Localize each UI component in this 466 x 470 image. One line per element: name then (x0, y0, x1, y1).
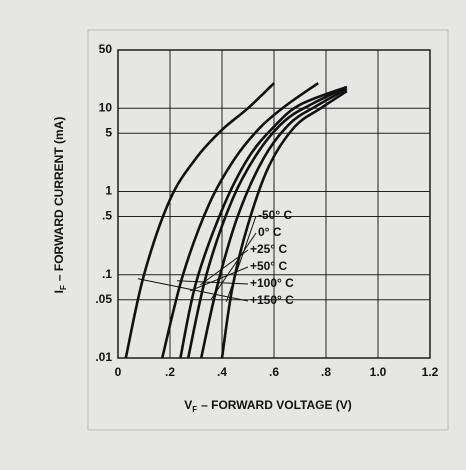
series-label: +100° C (250, 276, 294, 290)
series-label: +50° C (250, 259, 287, 273)
x-axis-label: VF – FORWARD VOLTAGE (V) (184, 398, 352, 414)
curve (199, 87, 348, 359)
y-tick-label: .1 (102, 267, 112, 281)
leader (210, 232, 257, 300)
series-label: +150° C (250, 293, 294, 307)
x-tick-label: 1.2 (422, 365, 439, 379)
leader (176, 280, 249, 285)
curve (124, 82, 275, 359)
y-tick-label: .05 (95, 292, 112, 306)
series-label: -50° C (258, 208, 292, 222)
leader (200, 249, 249, 286)
frame (87, 29, 449, 431)
y-axis-label: IF– FORWARD CURRENT (mA) (52, 117, 68, 294)
y-tick-label: .01 (95, 350, 112, 364)
y-tick-label: 50 (99, 42, 113, 56)
x-tick-label: .6 (269, 365, 279, 379)
y-tick-label: 10 (99, 100, 113, 114)
curve (220, 90, 348, 359)
x-tick-label: .4 (217, 365, 227, 379)
curve (179, 85, 348, 359)
leader (189, 266, 249, 292)
x-tick-label: .2 (165, 365, 175, 379)
curve (186, 85, 348, 359)
leader (225, 215, 257, 302)
x-tick-label: .8 (321, 365, 331, 379)
x-tick-label: 0 (115, 365, 122, 379)
y-tick-label: 5 (105, 125, 112, 139)
y-tick-label: 1 (105, 184, 112, 198)
y-tick-label: .5 (102, 209, 112, 223)
series-label: +25° C (250, 242, 287, 256)
series-label: 0° C (258, 225, 282, 239)
leader (137, 278, 249, 302)
curve (160, 82, 319, 359)
x-tick-label: 1.0 (370, 365, 387, 379)
